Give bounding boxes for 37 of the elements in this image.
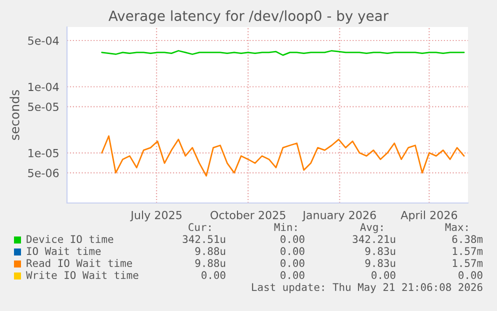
y-tick-label: 1e-04 bbox=[28, 82, 59, 92]
text: 0.00 bbox=[280, 247, 304, 256]
text: Cur: bbox=[188, 223, 210, 232]
text: 1.57m bbox=[452, 259, 483, 268]
text: 9.88u bbox=[195, 259, 226, 268]
text: Max: bbox=[445, 223, 468, 232]
y-axis-title: seconds bbox=[10, 90, 20, 140]
text: Min: bbox=[274, 222, 296, 231]
x-tick-label: October 2025 bbox=[210, 210, 286, 220]
legend-label: IO Wait time bbox=[27, 246, 101, 256]
text: 6.38m bbox=[452, 235, 483, 244]
text: 0.00 bbox=[372, 271, 396, 280]
text: 0.00 bbox=[458, 271, 482, 280]
chart-title: Average latency for /dev/loop0 - by year bbox=[108, 10, 389, 24]
text: 0.00 bbox=[280, 235, 304, 244]
x-tick-label: January 2026 bbox=[302, 210, 376, 222]
legend-label: Write IO Wait time bbox=[26, 270, 138, 280]
x-tick-label: April 2026 bbox=[400, 210, 458, 222]
text: 0.00 bbox=[280, 271, 304, 280]
text: 1.57m bbox=[452, 247, 483, 256]
text: Avg: bbox=[360, 223, 382, 234]
y-tick-label: 5e-05 bbox=[28, 102, 58, 112]
y-tick-label: 5e-06 bbox=[28, 168, 59, 178]
line-series bbox=[101, 135, 465, 177]
text: 9.83u bbox=[365, 259, 396, 268]
legend-label: Device IO time bbox=[26, 234, 114, 244]
text: 9.88u bbox=[195, 247, 226, 256]
text: 0.00 bbox=[202, 271, 226, 280]
y-tick-label: 5e-04 bbox=[28, 36, 59, 45]
text: Last update: Thu May 21 21:06:08 2026 bbox=[252, 282, 482, 294]
text: 342.51u bbox=[182, 235, 226, 244]
text: 9.83u bbox=[365, 247, 396, 256]
text: 342.21u bbox=[352, 235, 396, 244]
legend-label: Read IO Wait time bbox=[26, 258, 132, 268]
text: 0.00 bbox=[280, 259, 304, 268]
y-tick-label: 1e-05 bbox=[28, 148, 58, 158]
x-tick-label: July 2025 bbox=[130, 210, 182, 222]
